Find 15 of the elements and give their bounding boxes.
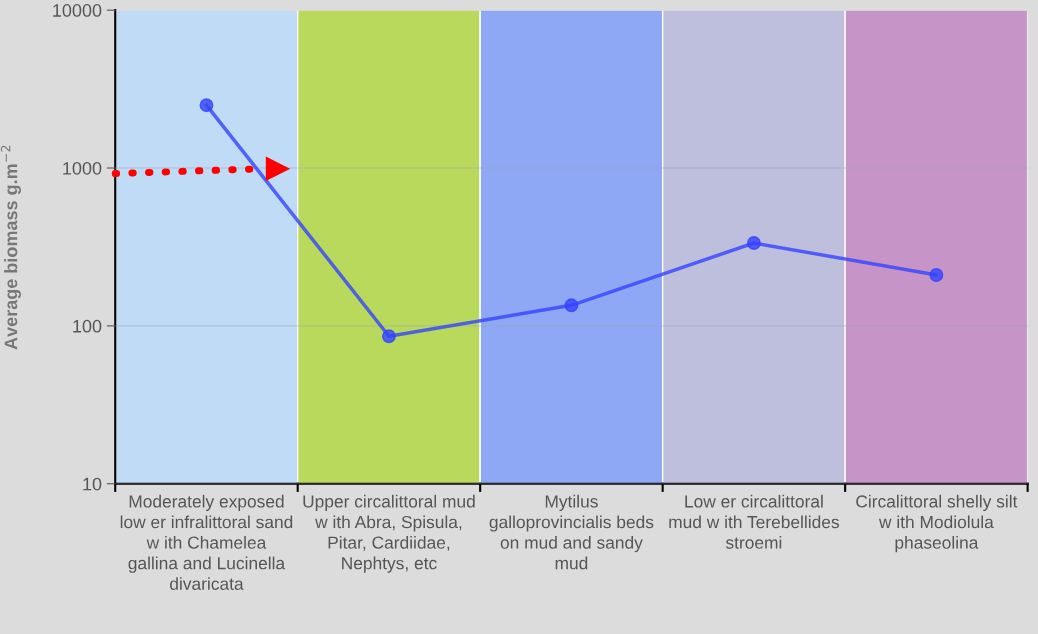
y-axis-title: Average biomass g.m$^{−2}$ [0,145,21,350]
point [929,268,944,282]
x-tick-label: Moderately exposed low er infralittoral sand w ith Chamelea gallina and Lucinella divaricata [120,494,293,590]
x-tick-label: Low er circalittoral mud w ith Terebellides stroemi [669,494,839,549]
x-tick-label: Circalittoral shelly silt w ith Modiolula phaseolina [856,494,1018,553]
point [381,329,396,344]
y-tick-label: 10 [83,477,102,491]
x-tick-label: Upper circalittoral mud w ith Abra, Spisula, Pitar, Cardiidae, Nephtys, etc [303,494,475,573]
point [564,298,579,313]
point [199,98,214,113]
x-tick-label: Mytilus galloprovincialis beds on mud and sandy mud [489,494,654,570]
point [746,236,761,250]
y-tick-label: 10000 [53,4,102,17]
y-tick-label: 1000 [63,161,102,175]
y-tick-label: 100 [73,319,102,333]
